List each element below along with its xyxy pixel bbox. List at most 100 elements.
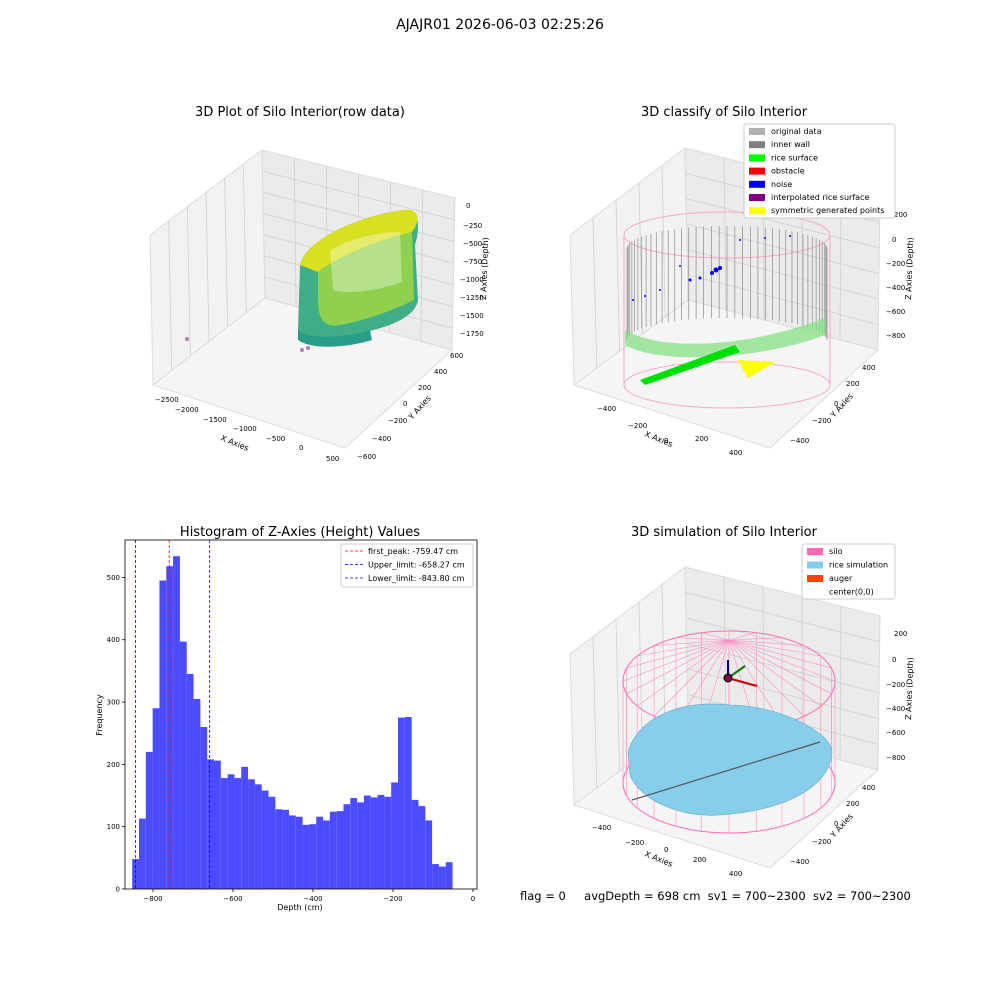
svg-text:0: 0 (892, 236, 896, 244)
histogram-bar (268, 796, 276, 889)
svg-text:200: 200 (693, 856, 706, 864)
histogram-x-axis-label: Depth (cm) (277, 903, 322, 912)
legend-swatch (749, 194, 765, 201)
svg-text:−250: −250 (463, 222, 482, 230)
svg-text:400: 400 (729, 449, 742, 457)
histogram-bar (241, 766, 249, 889)
svg-text:400: 400 (434, 368, 447, 376)
histogram-bar (445, 862, 453, 889)
svg-text:0: 0 (403, 400, 407, 408)
svg-text:−1000: −1000 (233, 425, 257, 433)
svg-text:200: 200 (894, 211, 907, 219)
classify-y-axis-label: Y Axies (828, 392, 855, 420)
histogram-bar (193, 698, 201, 889)
simulation-legend: silo rice simulation auger center(0,0) (801, 543, 896, 600)
raw-y-tick-labels: −600 −400 −200 0 200 400 600 (357, 352, 463, 461)
classify-rice-line (640, 345, 740, 385)
histogram-bar (377, 794, 385, 889)
classify-plot-title: 3D classify of Silo Interior (641, 105, 808, 120)
histogram-bar (398, 717, 405, 889)
legend-label: obstacle (771, 167, 805, 176)
histogram-bar (248, 779, 255, 889)
histogram-x-tick-label: 0 (471, 895, 475, 903)
histogram-x-tick-label: −800 (143, 895, 162, 903)
legend-swatch (749, 207, 765, 215)
svg-text:400: 400 (862, 784, 875, 792)
histogram-bar (254, 784, 262, 889)
classify-legend: original data inner wall rice surface obsta… (743, 123, 896, 219)
raw-data-3d-plot: 3D Plot of Silo Interior(row data) −2500… (149, 105, 490, 463)
svg-text:−400: −400 (592, 824, 611, 832)
histogram-bar (404, 716, 412, 889)
classify-noise-points (632, 235, 791, 301)
legend-label: original data (771, 127, 822, 136)
svg-text:−200: −200 (628, 422, 647, 430)
histogram-bar (363, 795, 371, 889)
histogram-bar (432, 864, 439, 889)
sv1-range: sv1 = 700~2300 (707, 889, 806, 903)
svg-text:−1750: −1750 (460, 330, 484, 338)
svg-text:−400: −400 (790, 858, 809, 866)
classify-symmetric-points (738, 360, 775, 378)
histogram-bar (309, 824, 317, 889)
histogram-bar (139, 818, 146, 889)
svg-text:−400: −400 (372, 435, 391, 443)
average-depth: avgDepth = 698 cm (584, 889, 701, 903)
histogram-bar (186, 673, 194, 889)
histogram-reference-lines (135, 540, 211, 889)
histogram-bar (159, 580, 167, 889)
histogram-bar (166, 566, 174, 889)
svg-text:−200: −200 (812, 838, 831, 846)
legend-swatch (749, 180, 765, 188)
svg-text:0: 0 (466, 202, 470, 210)
histogram-bars (132, 556, 453, 889)
legend-swatch (749, 128, 765, 135)
simulation-z-tick-labels: 200 0 −200 −400 −600 −800 (886, 630, 907, 762)
svg-text:−200: −200 (812, 417, 831, 425)
histogram-bar (329, 811, 337, 889)
svg-text:400: 400 (729, 870, 742, 878)
svg-text:−500: −500 (266, 435, 285, 443)
histogram-bar (261, 790, 269, 889)
simulation-rice-surface (627, 703, 833, 816)
legend-label: interpolated rice surface (771, 193, 869, 202)
histogram-bar (152, 708, 160, 889)
histogram-bar (316, 816, 324, 889)
classify-silo-cylinder (623, 211, 831, 409)
histogram-bar (207, 759, 214, 889)
svg-text:0: 0 (299, 444, 303, 452)
svg-text:−400: −400 (597, 405, 616, 413)
raw-z-axis-label: Z Axies (Depth) (479, 237, 490, 300)
svg-text:−2000: −2000 (175, 406, 199, 414)
histogram-x-tick-label: −600 (223, 895, 242, 903)
sv2-range: sv2 = 700~2300 (812, 889, 911, 903)
histogram-bar (213, 760, 221, 889)
histogram-bar (282, 809, 289, 889)
svg-text:−2500: −2500 (155, 396, 179, 404)
histogram-x-tick-label: −200 (383, 895, 402, 903)
svg-text:−600: −600 (886, 308, 905, 316)
raw-y-axis-label: Y Axies (406, 394, 433, 422)
histogram-y-tick-label: 300 (107, 699, 120, 707)
histogram-x-ticks: −800 −600 −400 −200 0 (143, 889, 475, 903)
simulation-x-tick-labels: −400 −200 0 200 400 (592, 824, 742, 878)
histogram-bar (275, 809, 283, 889)
svg-text:−200: −200 (388, 417, 407, 425)
histogram-bar (418, 806, 426, 889)
histogram-bar (323, 820, 330, 889)
histogram-frame (124, 539, 478, 890)
raw-point-cloud (185, 209, 418, 352)
legend-label: center(0,0) (829, 588, 874, 597)
histogram-bar (391, 782, 399, 889)
histogram-bar (145, 751, 153, 889)
simulation-center-marker (723, 660, 758, 687)
svg-text:−800: −800 (886, 754, 905, 762)
histogram-bar (295, 816, 303, 889)
histogram-bar (234, 778, 242, 889)
histogram-bar (343, 804, 351, 889)
simulation-3d-plot: 3D simulation of Silo Interior −400 −200… (569, 525, 915, 878)
histogram-bar (200, 726, 208, 889)
histogram-bar (357, 802, 364, 889)
svg-text:−600: −600 (886, 729, 905, 737)
